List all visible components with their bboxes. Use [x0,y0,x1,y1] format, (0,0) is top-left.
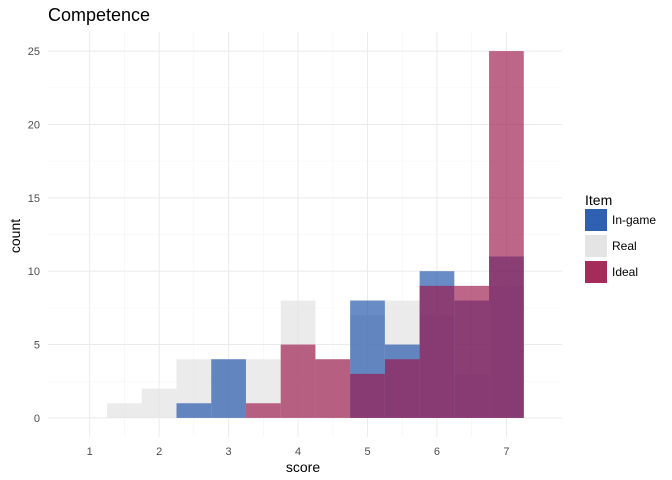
bar-ideal [315,359,351,418]
legend-title: Item [585,192,612,208]
legend: Item In-game Real Ideal [585,192,656,283]
x-tick-label: 6 [434,446,440,458]
legend-swatch-in-game [585,209,607,231]
y-tick-label: 25 [28,46,40,58]
bar-real [107,403,142,418]
x-tick-label: 1 [87,446,93,458]
y-tick-label: 20 [28,119,40,131]
legend-label-ideal: Ideal [612,265,638,279]
x-tick-label: 4 [295,446,301,458]
legend-label-in-game: In-game [612,213,656,227]
bar-real [141,388,177,418]
bar-ideal [419,285,455,418]
legend-label-real: Real [612,239,637,253]
y-tick-label: 0 [34,413,40,425]
x-axis-title: score [286,459,320,475]
x-tick-labels: 1 2 3 4 5 6 7 [87,446,510,458]
x-tick-label: 2 [156,446,162,458]
y-axis-title: count [7,219,23,253]
x-tick-label: 7 [503,446,509,458]
y-tick-label: 15 [28,193,40,205]
bar-ideal [454,285,490,418]
bars [107,51,524,418]
bar-ideal [350,373,385,418]
y-tick-label: 5 [34,340,40,352]
y-tick-labels: 0 5 10 15 20 25 [28,46,40,425]
legend-swatch-real [585,235,607,257]
chart-title: Competence [48,5,151,25]
y-tick-label: 10 [28,266,40,278]
bar-in-game [176,403,212,418]
bar-ideal [489,51,524,418]
bar-ideal [280,344,316,418]
x-tick-label: 3 [226,446,232,458]
x-tick-label: 5 [364,446,370,458]
bar-in-game [211,359,246,418]
bar-ideal [245,403,281,418]
legend-swatch-ideal [585,261,607,283]
bar-ideal [384,359,420,418]
